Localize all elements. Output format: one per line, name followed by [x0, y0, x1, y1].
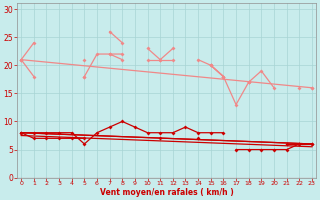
X-axis label: Vent moyen/en rafales ( km/h ): Vent moyen/en rafales ( km/h ) [100, 188, 233, 197]
